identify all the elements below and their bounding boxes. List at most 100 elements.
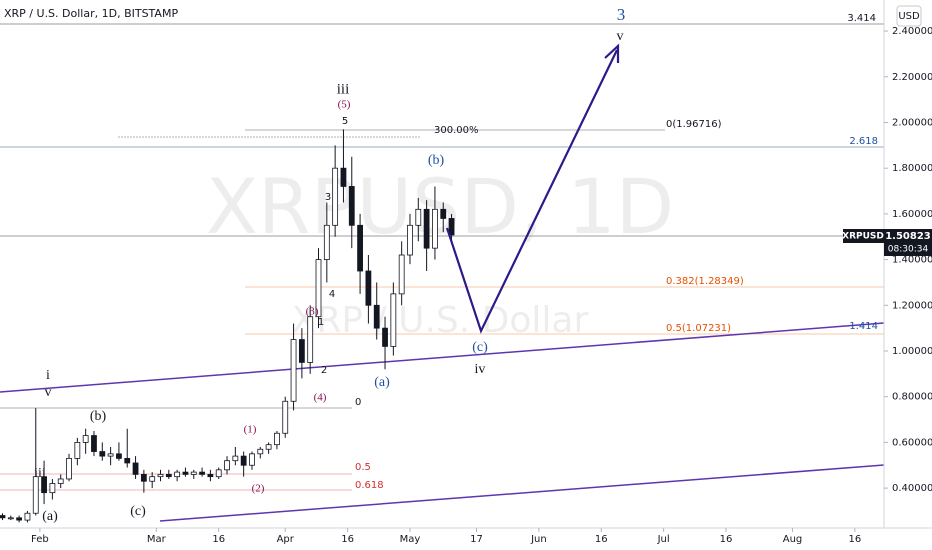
wave-label: iii [337, 81, 350, 97]
candle-body [323, 224, 330, 260]
candle-body [57, 478, 64, 484]
y-tick-label: 1.00000 [892, 346, 932, 357]
x-tick-label: Jun [530, 534, 547, 545]
x-tick-label: 16 [212, 534, 225, 545]
x-tick-label: Feb [31, 534, 49, 545]
y-tick-label: 1.80000 [892, 163, 932, 174]
candle-body [140, 473, 147, 482]
y-tick-label: 0.80000 [892, 392, 932, 403]
candle-body [149, 476, 156, 482]
y-tick-label: 1.40000 [892, 255, 932, 266]
candle-body [407, 224, 413, 256]
candle-body [382, 327, 388, 347]
watermark-subtitle: XRP / U.S. Dollar [292, 300, 589, 341]
wave-label: v [617, 29, 624, 44]
candle-body [124, 457, 131, 464]
candle-body [207, 473, 214, 478]
candle-body [32, 476, 39, 514]
candle-body [174, 471, 181, 478]
candle-body [165, 473, 172, 478]
candle-body [66, 457, 72, 480]
wave-label: (c) [130, 504, 146, 519]
wave-label: i [46, 368, 50, 383]
candle-body [182, 471, 189, 475]
wave-label: 4 [329, 289, 335, 300]
candle-body [348, 186, 355, 226]
candle-body [82, 435, 89, 443]
fib-label: 2.618 [849, 136, 878, 147]
y-tick-label: 1.20000 [892, 300, 932, 311]
candle-body [332, 167, 339, 226]
wave-label: 1 [318, 317, 324, 328]
currency-label: USD [898, 11, 920, 22]
wave-label: iii [34, 466, 46, 481]
candle-body [415, 208, 422, 226]
candle-body [240, 455, 247, 466]
wave-label: (a) [42, 509, 58, 524]
candle-body [24, 512, 31, 521]
symbol-label: XRPUSD [842, 232, 884, 242]
y-tick-label: 2.40000 [892, 26, 932, 37]
candle-body [315, 259, 322, 318]
x-tick-label: Mar [147, 534, 167, 545]
y-tick-label: 2.20000 [892, 72, 932, 83]
candle-body [116, 453, 122, 459]
fib-label: 1.414 [849, 321, 878, 332]
wave-label: (4) [314, 392, 327, 404]
x-tick-label: May [400, 534, 421, 545]
wave-label: 2 [321, 365, 327, 376]
candle-body [7, 517, 14, 520]
candle-body [423, 208, 430, 249]
x-tick-label: 16 [720, 534, 733, 545]
fib-label: 0(1.96716) [666, 119, 722, 130]
y-tick-label: 2.00000 [892, 117, 932, 128]
price-tag [884, 229, 932, 256]
candles [0, 129, 455, 523]
arrow-head [604, 43, 620, 63]
candle-body [398, 254, 405, 295]
candle-body [257, 448, 264, 455]
x-tick-label: Apr [277, 534, 295, 545]
candle-body [157, 473, 164, 478]
candle-body [16, 517, 23, 521]
candle-body [448, 218, 455, 236]
candle-body [99, 451, 106, 457]
candle-body [41, 476, 47, 494]
y-tick-label: 0.60000 [892, 437, 932, 448]
wave-label: (c) [472, 340, 488, 355]
wave-label: iv [475, 362, 486, 377]
levels [0, 23, 884, 491]
candle-body [74, 441, 81, 459]
currency-button[interactable] [896, 5, 922, 27]
fib-label: 0 [355, 397, 361, 408]
y-tick-label: 0.40000 [892, 483, 932, 494]
x-tick-label: 16 [849, 534, 862, 545]
x-tick-label: Jul [657, 534, 670, 545]
wave-label: (5) [338, 99, 351, 111]
wave-label: v [45, 385, 52, 400]
fib-label: 0.5(1.07231) [666, 323, 731, 334]
wave-label: (b) [428, 153, 445, 168]
candle-body [298, 339, 305, 363]
candle-body [265, 444, 272, 450]
x-tick-label: 17 [470, 534, 483, 545]
candle-body [91, 435, 97, 452]
candle-body [232, 455, 239, 462]
fib-label: 300.00% [434, 125, 479, 136]
wave-label: 3 [617, 5, 626, 24]
candle-body [432, 208, 438, 249]
fib-label: 0.382(1.28349) [666, 276, 744, 287]
fib-label: 0.5 [355, 462, 371, 473]
candle-body [190, 471, 197, 475]
candle-body [199, 471, 205, 475]
candle-body [224, 460, 230, 471]
wave-label: (3) [306, 306, 319, 318]
watermark: XRPUSD, 1D [206, 162, 674, 251]
candle-body [357, 224, 363, 272]
wave-label: (1) [244, 424, 257, 436]
wave-label: (2) [252, 483, 265, 495]
symbol-tag [843, 229, 884, 243]
x-tick-label: Aug [783, 534, 803, 545]
